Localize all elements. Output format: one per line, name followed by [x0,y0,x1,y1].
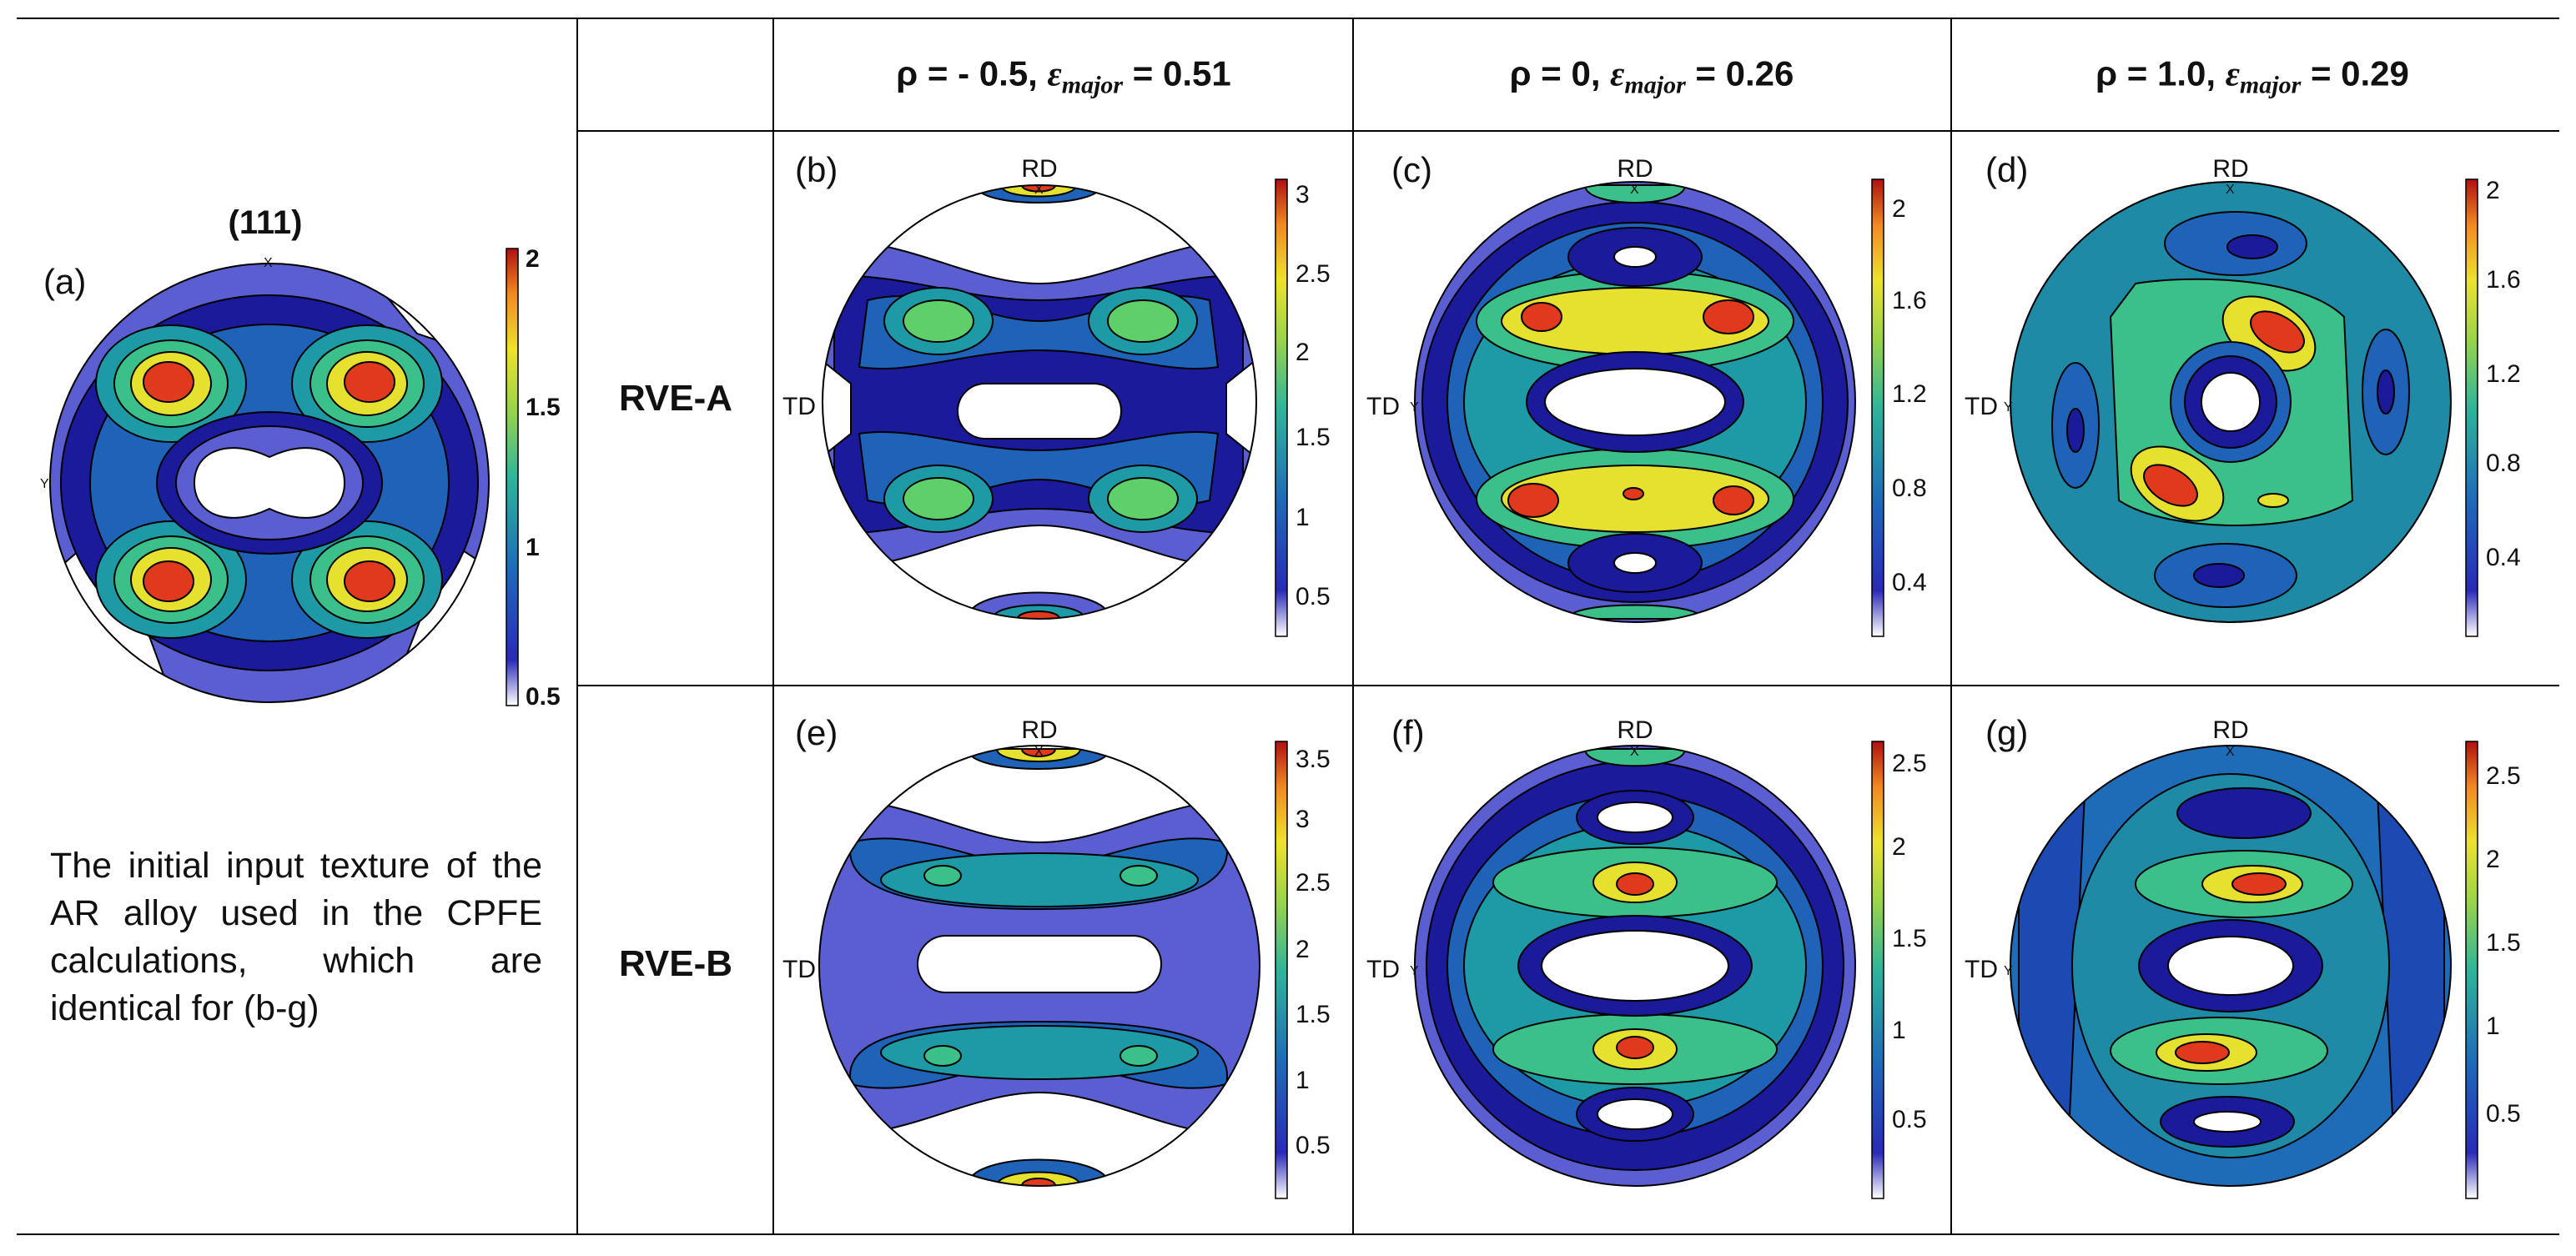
cbar-a-tick: 1 [526,534,540,561]
cbar-a-tick: 0.5 [526,683,561,711]
pole-figure-c [1414,181,1856,623]
cbar-a-tick: 2 [526,245,540,273]
panel-label-g: (g) [1985,713,2028,752]
pole-figure-b [822,184,1257,620]
rd-label: RD [2212,716,2248,744]
rd-label: RD [1021,716,1057,744]
colorbar-ticks: 2 1.5 1 0.5 3 2.5 2 1.5 1 0.5 2 1.6 1.2 … [526,177,2521,1159]
y-marker: Y [2004,400,2013,414]
cbar-e-tick: 1 [1296,1067,1310,1094]
cbar-f-tick: 1 [1892,1017,1906,1044]
colorbar-a [506,248,519,706]
column-header-2: ρ = 0, εmajor = 0.26 [1509,53,1794,99]
y-marker: Y [1410,964,1419,978]
panel-letters: (a) (b) (c) (d) (e) (f) (g) [43,150,2028,752]
cbar-d-tick: 0.8 [2486,450,2521,477]
cbar-f-tick: 2 [1892,833,1906,861]
cbar-g-tick: 1.5 [2486,929,2521,957]
td-label: TD [1366,393,1400,420]
table-grid [17,18,2559,1235]
td-label: TD [1366,956,1400,983]
cbar-d-tick: 1.2 [2486,360,2521,388]
panel-label-c: (c) [1391,150,1432,189]
x-marker: X [264,256,273,270]
cbar-f-tick: 1.5 [1892,925,1927,952]
cbar-b-tick: 2.5 [1296,260,1331,288]
panel-label-b: (b) [795,150,838,189]
cbar-d-tick: 2 [2486,177,2500,204]
cbar-f-tick: 0.5 [1892,1106,1927,1133]
pole-figure-e [818,745,1260,1187]
rd-label: RD [2212,155,2248,183]
cbar-b-tick: 3 [1296,181,1310,208]
x-marker: X [1630,183,1639,197]
cbar-c-tick: 0.8 [1892,475,1927,502]
pole-figure-title: (111) [229,204,303,241]
td-label: TD [782,956,816,983]
rd-label: RD [1021,155,1057,183]
cbar-g-tick: 0.5 [2486,1100,2521,1128]
x-marker: X [2226,745,2235,759]
panel-label-d: (d) [1985,150,2028,189]
rd-label: RD [1617,155,1653,183]
axis-labels: RD RD RD RD RD RD TD TD TD TD TD TD [782,155,2249,983]
pole-figure-d [2010,181,2452,623]
panel-label-f: (f) [1391,713,1425,752]
pole-figure-f [1414,745,1856,1187]
colorbar-b [1275,178,1288,637]
cbar-d-tick: 0.4 [2486,544,2521,571]
cbar-g-tick: 2.5 [2486,762,2521,790]
colorbar-f [1871,741,1884,1199]
axis-markers: X X X X X X X Y Y Y Y Y [40,183,2235,978]
colorbar-d [2465,178,2478,637]
x-marker: X [1034,183,1044,197]
y-marker: Y [1410,400,1419,414]
cbar-d-tick: 1.6 [2486,266,2521,294]
column-header-3: ρ = 1.0, εmajor = 0.29 [2096,53,2409,99]
colorbars [506,178,2478,1199]
panel-label-e: (e) [795,713,838,752]
cbar-c-tick: 0.4 [1892,569,1927,596]
td-label: TD [782,393,816,420]
y-marker: Y [40,477,49,491]
cbar-c-tick: 1.2 [1892,380,1927,408]
cbar-e-tick: 1.5 [1296,1001,1331,1028]
row-label-rve-b: RVE-B [618,943,733,984]
row-label-rve-a: RVE-A [618,378,733,419]
colorbar-c [1871,178,1884,637]
cbar-f-tick: 2.5 [1892,750,1927,777]
cbar-e-tick: 2.5 [1296,869,1331,897]
td-label: TD [1965,393,1998,420]
column-header-1: ρ = - 0.5, εmajor = 0.51 [896,53,1231,99]
cbar-b-tick: 1.5 [1296,424,1331,451]
x-marker: X [2226,183,2235,197]
y-marker: Y [2004,964,2013,978]
cbar-c-tick: 2 [1892,195,1906,223]
colorbar-g [2465,741,2478,1199]
panel-label-a: (a) [43,262,86,301]
x-marker: X [1034,745,1044,759]
cbar-g-tick: 1 [2486,1012,2500,1040]
cbar-a-tick: 1.5 [526,394,561,421]
cbar-e-tick: 3 [1296,806,1310,833]
cbar-b-tick: 1 [1296,504,1310,531]
pole-figure-a [49,263,490,703]
cbar-c-tick: 1.6 [1892,287,1927,314]
caption-text: The initial input texture of the AR allo… [50,846,542,1028]
td-label: TD [1965,956,1998,983]
cbar-e-tick: 0.5 [1296,1132,1331,1159]
pole-figure-g [2010,745,2452,1187]
cbar-e-tick: 2 [1296,936,1310,963]
cbar-g-tick: 2 [2486,846,2500,873]
colorbar-e [1275,741,1288,1199]
cbar-b-tick: 0.5 [1296,583,1331,610]
cbar-e-tick: 3.5 [1296,746,1331,773]
cbar-b-tick: 2 [1296,339,1310,366]
x-marker: X [1630,745,1639,759]
rd-label: RD [1617,716,1653,744]
